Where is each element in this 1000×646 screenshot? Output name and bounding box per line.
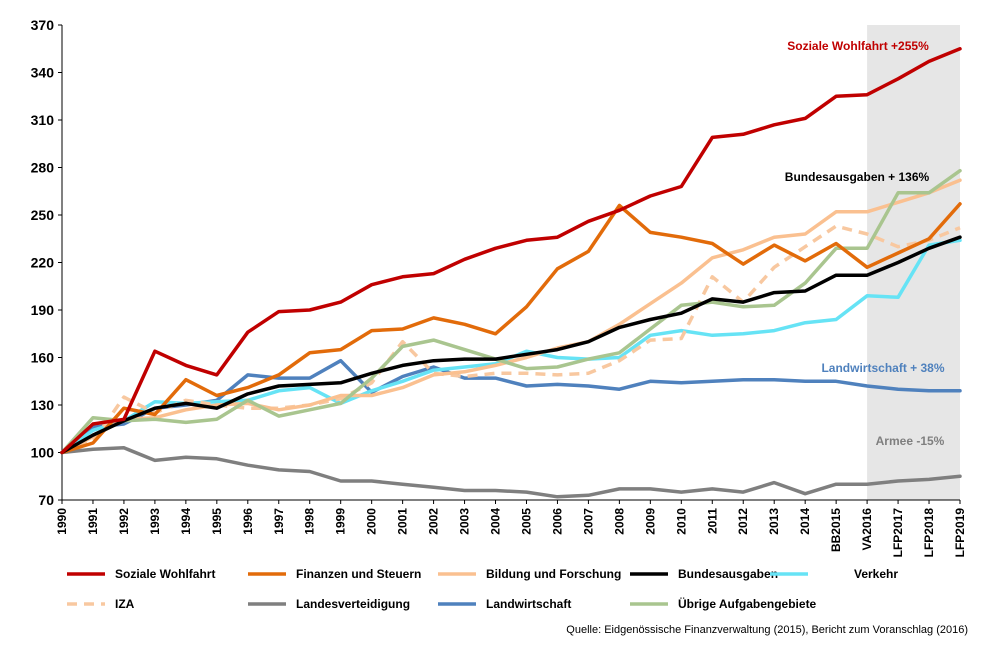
legend-label-2: Bildung und Forschung [486,567,621,581]
series-line-6 [60,446,962,499]
series-line-2 [60,178,962,455]
x-tick-label: 2014 [798,508,812,535]
x-tick-label: 1993 [148,508,162,535]
y-tick-label: 340 [31,65,55,81]
x-tick-label: 2012 [736,508,750,535]
forecast-shading [867,25,960,500]
x-tick-label: 2013 [767,508,781,535]
y-tick-label: 280 [31,160,55,176]
x-tick-label: 2006 [550,508,564,535]
legend-label-0: Soziale Wohlfahrt [115,567,215,581]
x-tick-label: 1992 [117,508,131,535]
x-tick-label: BB2015 [829,508,843,552]
x-tick-label: 1990 [55,508,69,535]
forecast-region [867,25,960,500]
legend-label-8: Übrige Aufgabengebiete [678,596,817,611]
x-tick-label: 2009 [643,508,657,535]
x-tick-label: 2010 [674,508,688,535]
x-tick-label: VA2016 [860,508,874,551]
x-tick-label: 2005 [519,508,533,535]
x-tick-label: 2002 [427,508,441,535]
x-tick-label: 2003 [458,508,472,535]
legend-label-4: Verkehr [854,567,898,581]
legend-label-6: Landesverteidigung [296,597,410,611]
x-tick-label: 2004 [489,508,503,535]
x-tick-label: 2000 [365,508,379,535]
x-tick-label: 2001 [396,508,410,535]
y-tick-label: 70 [38,492,54,508]
x-tick-label: 1999 [334,508,348,535]
y-tick-label: 310 [31,112,55,128]
y-tick-label: 220 [31,255,55,271]
legend-label-1: Finanzen und Steuern [296,567,421,581]
y-tick-label: 190 [31,302,55,318]
axes: 70 100 130 160 190 220 250 280 310 340 370 1990 1991… [31,17,967,557]
x-tick-label: 1991 [86,508,100,535]
series-line-0 [60,47,962,455]
y-tick-label: 160 [31,350,55,366]
y-tick-label: 250 [31,207,55,223]
series-line-8 [60,168,962,455]
annotation-3: Armee -15% [876,434,945,448]
legend-label-7: Landwirtschaft [486,597,571,611]
x-tick-label: 2008 [612,508,626,535]
x-tick-label: 1998 [303,508,317,535]
x-tick-label: LFP2019 [953,508,967,558]
annotation-2: Landwirtschaft + 38% [821,361,944,375]
x-tick-label: LFP2018 [922,508,936,558]
series-line-3 [60,235,962,455]
legend: Soziale Wohlfahrt Finanzen und Steuern Bil… [67,567,898,611]
x-tick-label: 1997 [272,508,286,535]
legend-label-5: IZA [115,597,135,611]
x-tick-label: LFP2017 [891,508,905,558]
x-tick-label: 1994 [179,508,193,535]
series-line-1 [60,202,962,455]
annotation-0: Soziale Wohlfahrt +255% [787,39,929,53]
series-lines [60,47,962,499]
annotations: Soziale Wohlfahrt +255% Bundesausgaben + … [785,39,945,448]
x-tick-label: 2007 [581,508,595,535]
y-tick-label: 130 [31,397,55,413]
legend-label-3: Bundesausgaben [678,567,778,581]
source-note: Quelle: Eidgenössische Finanzverwaltung … [566,624,968,636]
y-tick-label: 100 [31,445,55,461]
x-tick-label: 1995 [210,508,224,535]
series-line-5 [61,224,961,455]
x-tick-label: 2011 [705,508,719,534]
x-tick-label: 1996 [241,508,255,535]
annotation-1: Bundesausgaben + 136% [785,170,930,184]
y-tick-label: 370 [31,17,55,33]
